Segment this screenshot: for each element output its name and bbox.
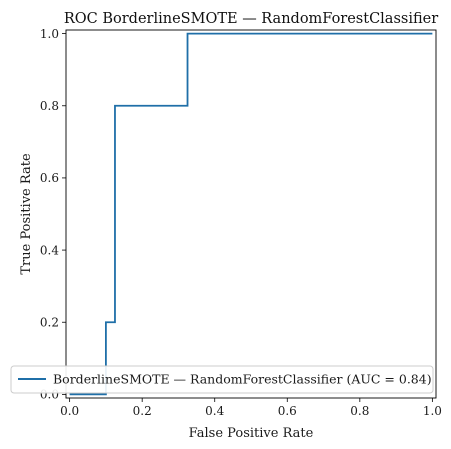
plot-frame [65,29,437,399]
x-tick-label: 1.0 [423,404,442,418]
y-axis-label: True Positive Rate [19,153,34,275]
x-tick-label: 0.0 [60,404,79,418]
roc-curve-line-0 [69,32,433,396]
x-axis-label: False Positive Rate [189,426,314,441]
x-tick-label: 0.2 [133,404,152,418]
y-tick-label: 0.6 [40,171,59,185]
x-axis-ticks: 0.0 0.2 0.4 0.6 0.8 1.0 [60,398,442,418]
y-axis-ticks: 0.00.20.40.60.81.0 [40,27,66,402]
legend-entry-label: BorderlineSMOTE — RandomForestClassifier… [53,372,432,387]
legend-box [10,365,434,394]
legend: BorderlineSMOTE — RandomForestClassifier… [10,365,434,394]
y-tick-label: 0.4 [40,243,59,257]
y-tick-label: 0.2 [40,316,59,330]
y-tick-label: 0.8 [40,99,59,113]
x-tick-label: 0.4 [205,404,224,418]
x-tick-label: 0.8 [350,404,369,418]
y-tick-label: 1.0 [40,27,59,41]
plot-area [65,29,437,399]
x-tick-label: 0.6 [278,404,297,418]
chart-title: ROC BorderlineSMOTE — RandomForestClassi… [64,11,438,27]
